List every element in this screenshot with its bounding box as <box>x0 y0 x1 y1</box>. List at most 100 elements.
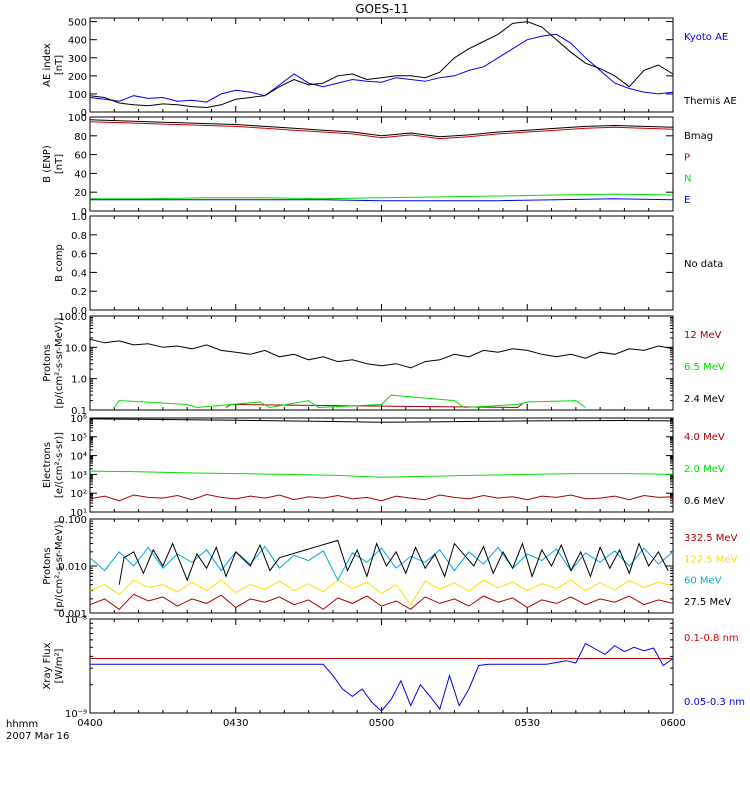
legend-e: E <box>684 195 690 206</box>
x-tick-label: 0500 <box>369 718 394 729</box>
panel-frame <box>89 618 674 714</box>
series-line-0-6-mev <box>89 418 674 423</box>
figure-title: GOES-11 <box>355 2 409 16</box>
y-axis-label: B (ENP) <box>42 145 53 183</box>
y-tick-label: 10⁶ <box>70 414 87 425</box>
legend-2-4-mev: 2.4 MeV <box>684 394 725 405</box>
y-tick-label: 0.4 <box>71 268 87 279</box>
panel-bfield: 0 20 40 60 80 100 B (ENP) [nT] Bmag PNE <box>42 113 713 218</box>
date-label: 2007 Mar 16 <box>6 731 69 742</box>
series-line-27-5-mev <box>118 539 669 585</box>
y-tick-label: 0.100 <box>58 515 87 526</box>
y-axis-label: Protons <box>42 547 53 584</box>
y-tick-label: 10³ <box>70 470 87 481</box>
y-axis-label: [W/m²] <box>54 648 65 683</box>
y-tick-label: 40 <box>74 169 87 180</box>
y-axis-label: [p/(cm²-s-sr-MeV)] <box>54 317 65 408</box>
legend-27-5-mev: 27.5 MeV <box>684 597 731 608</box>
series-line-332-5-mev <box>89 593 674 610</box>
y-axis-label: [nT] <box>54 55 65 75</box>
legend-4-0-mev: 4.0 MeV <box>684 432 725 443</box>
y-tick-label: 0.1 <box>71 406 87 417</box>
y-tick-label: 200 <box>68 72 87 83</box>
series-line-122-5-mev <box>89 579 674 606</box>
panel-frame <box>89 215 674 311</box>
y-tick-label: 80 <box>74 132 87 143</box>
y-tick-label: 0.001 <box>58 609 87 620</box>
legend-0-1-0-8-nm: 0.1-0.8 nm <box>684 633 739 644</box>
y-tick-label: 500 <box>68 18 87 29</box>
panel-frame <box>89 17 674 113</box>
series-line-60-mev <box>89 545 674 582</box>
panel-electrons: 10¹ 10² 10³ 10⁴ 10⁵ 10⁶ Electrons [e/(cm²-s-sr)… <box>42 414 725 519</box>
y-tick-label: 60 <box>74 151 87 162</box>
time-axis-label: hhmm <box>6 719 38 730</box>
legend-0-6-mev: 0.6 MeV <box>684 496 725 507</box>
y-tick-label: 10⁻⁹ <box>65 709 87 720</box>
y-tick-label: 10.0 <box>65 343 87 354</box>
y-tick-label: 0.6 <box>71 250 87 261</box>
x-tick-label: 0400 <box>77 718 102 729</box>
panel-protons_low: 0.1 1.0 10.0 100.0 Protons [p/(cm²-s-sr-MeV)]… <box>42 312 725 417</box>
no-data-label: No data <box>684 259 723 270</box>
y-axis-label: AE index <box>42 43 53 87</box>
series-line-4-0-mev <box>89 493 674 502</box>
series-line-bmag <box>89 119 674 138</box>
y-axis-label: B comp <box>54 244 65 282</box>
y-axis-label: [p/(cm²-s-sr-MeV)] <box>54 520 65 611</box>
y-tick-label: 400 <box>68 36 87 47</box>
y-tick-label: 0.2 <box>71 287 87 298</box>
legend-n: N <box>684 174 691 185</box>
legend-122-5-mev: 122.5 MeV <box>684 554 738 565</box>
legend-kyoto-ae: Kyoto AE <box>684 32 728 43</box>
y-axis-label: [nT] <box>54 154 65 174</box>
series-line-e <box>90 198 674 202</box>
y-axis-label: [e/(cm²-s-sr)] <box>54 432 65 498</box>
legend-6-5-mev: 6.5 MeV <box>684 362 725 373</box>
y-tick-label: 10⁵ <box>70 433 87 444</box>
y-axis-label: Electrons <box>42 442 53 488</box>
panel-frame <box>89 417 674 513</box>
series-line-themis-ae <box>89 21 674 109</box>
y-tick-label: 0 <box>81 108 87 119</box>
legend-12-mev: 12 MeV <box>684 330 722 341</box>
legend-bmag: Bmag <box>684 131 713 142</box>
series-line-p <box>89 121 674 140</box>
panel-protons_high: 0.001 0.010 0.100 Protons [p/(cm²-s-sr-MeV)]… <box>42 515 738 620</box>
y-tick-label: 100 <box>68 90 87 101</box>
y-tick-label: 0.0 <box>71 306 87 317</box>
series-line-2-0-mev <box>89 470 674 478</box>
legend-2-0-mev: 2.0 MeV <box>684 464 725 475</box>
panel-xray: 10⁻⁹ 10⁻⁸ Xray Flux [W/m²] 0.1-0.8 nm 0.05-0.… <box>42 615 745 720</box>
series-line-2-4-mev <box>89 338 674 369</box>
y-tick-label: 1.0 <box>71 375 87 386</box>
x-tick-label: 0600 <box>660 718 685 729</box>
y-tick-label: 0.8 <box>71 231 87 242</box>
y-tick-label: 0 <box>81 207 87 218</box>
panel-frame <box>89 518 674 614</box>
series-line-n <box>90 193 674 200</box>
y-axis-label: Protons <box>42 344 53 381</box>
legend-332-5-mev: 332.5 MeV <box>684 533 738 544</box>
y-axis-label: Xray Flux <box>42 642 53 689</box>
y-tick-label: 100 <box>68 113 87 124</box>
panel-frame <box>89 116 674 212</box>
y-tick-label: 100.0 <box>58 312 87 323</box>
y-tick-label: 10¹ <box>70 508 87 519</box>
y-tick-label: 0.010 <box>58 562 87 573</box>
series-line-kyoto-ae <box>89 33 674 103</box>
x-tick-label: 0430 <box>223 718 248 729</box>
legend-themis-ae: Themis AE <box>683 96 737 107</box>
series-line-0-05-0-3-nm <box>90 642 674 712</box>
y-tick-label: 10⁻⁸ <box>65 615 87 626</box>
legend-p: P <box>684 152 690 163</box>
y-tick-label: 300 <box>68 54 87 65</box>
panel-frame <box>89 315 674 411</box>
panel-bcomp: 0.0 0.2 0.4 0.6 0.8 1.0 B comp No data <box>54 212 723 317</box>
y-tick-label: 10² <box>70 489 87 500</box>
y-tick-label: 10⁴ <box>70 452 87 463</box>
panel-ae: 0 100 200 300 400 500 AE index [nT] Kyoto AE Them… <box>42 17 737 119</box>
x-tick-label: 0530 <box>515 718 540 729</box>
